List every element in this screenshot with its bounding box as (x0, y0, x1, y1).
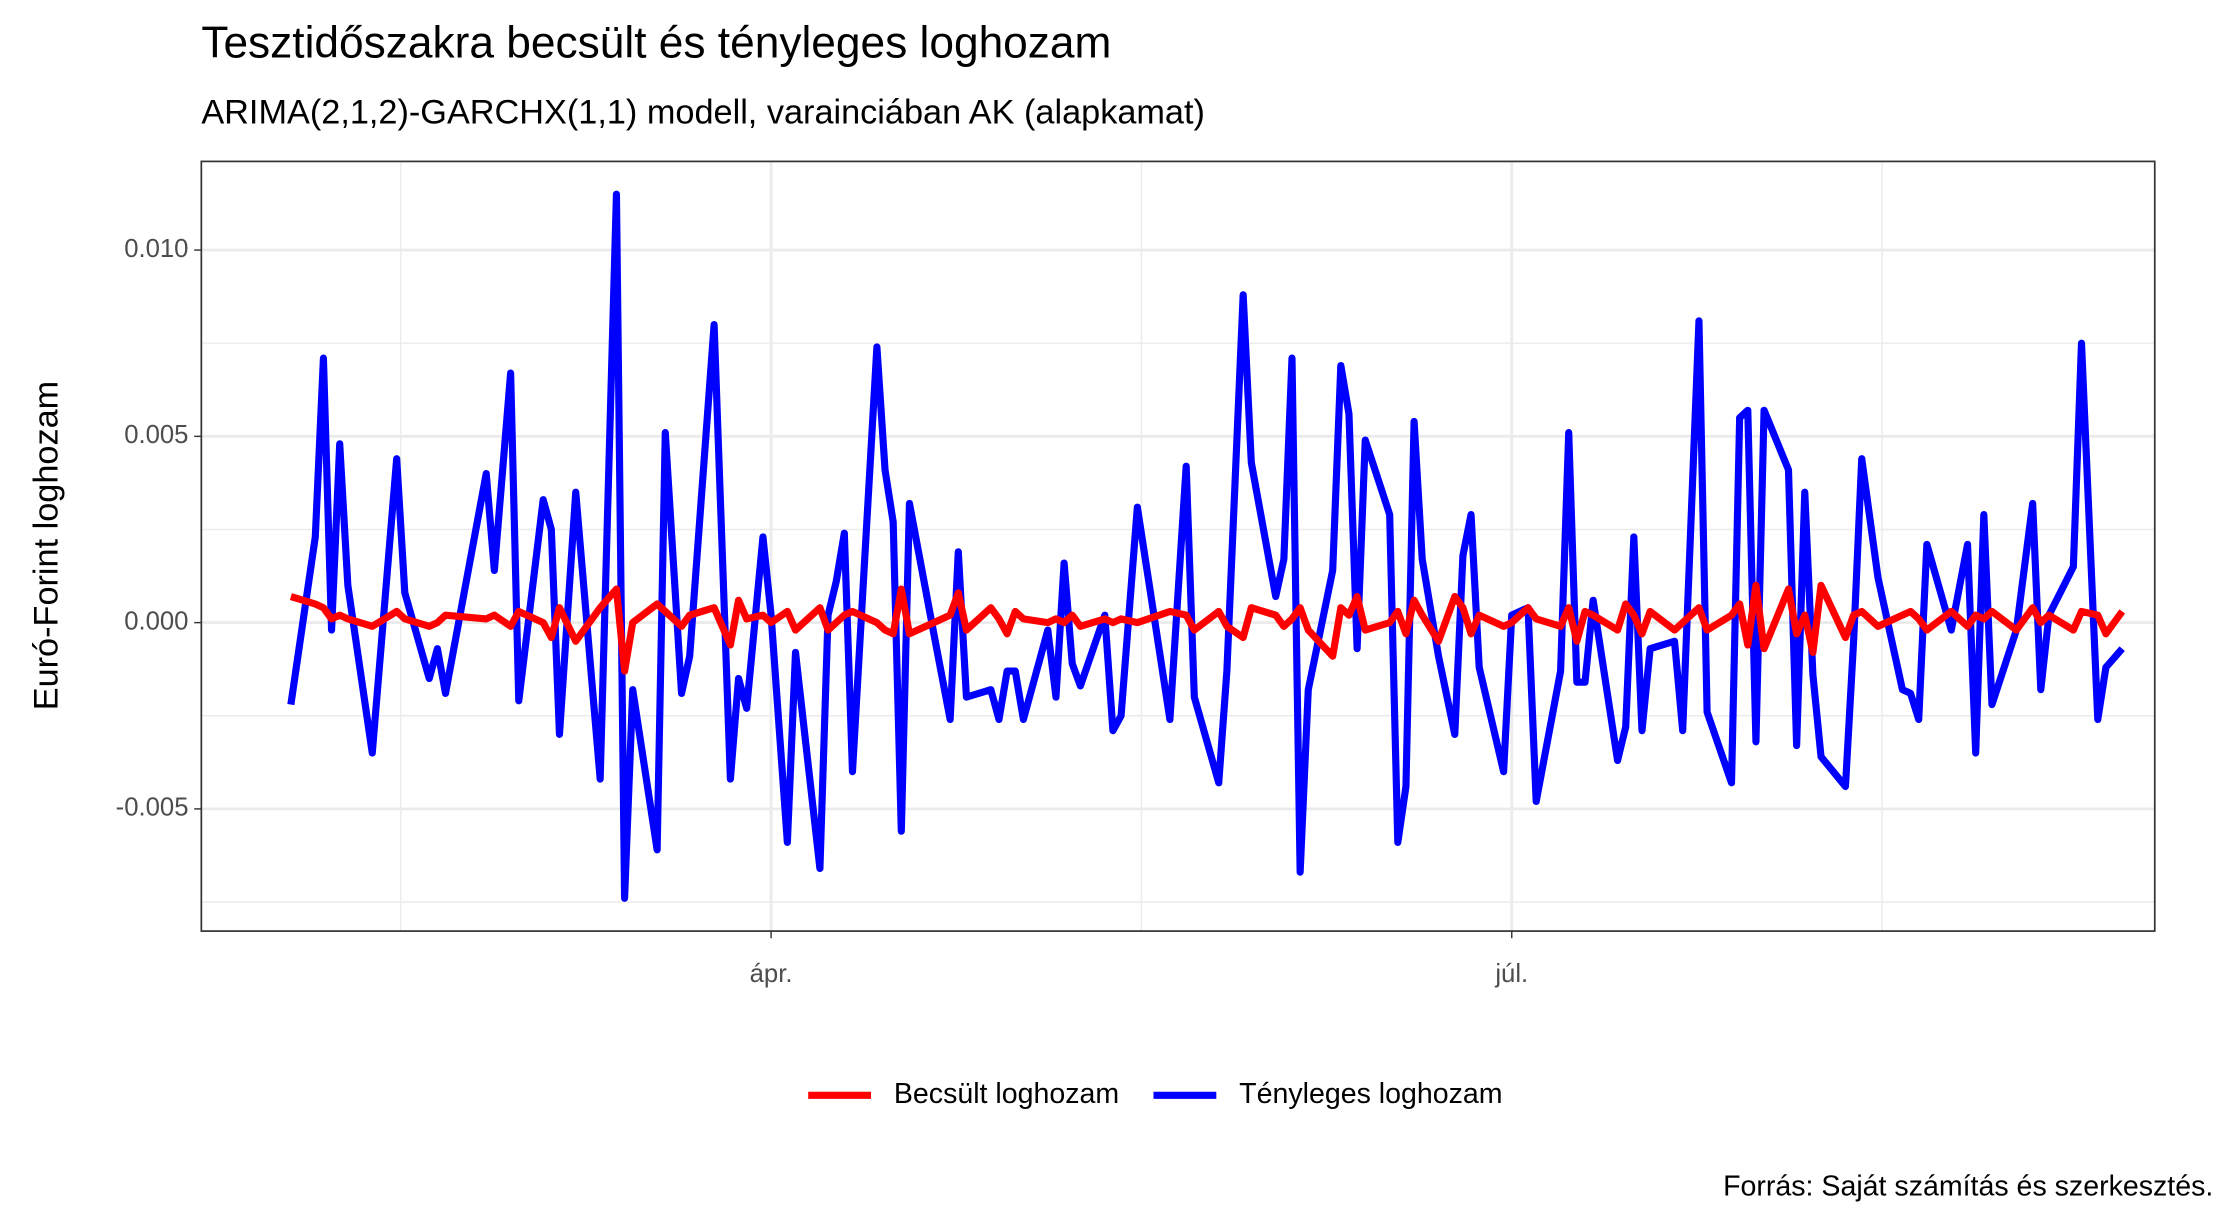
data-line (289, 581, 2126, 675)
chart-subtitle: ARIMA(2,1,2)-GARCHX(1,1) modell, varainc… (201, 93, 1205, 131)
chart-title: Tesztidőszakra becsült és tényleges logh… (201, 18, 1111, 67)
plot-border (200, 160, 2156, 932)
y-axis-title: Euró-Forint loghozam (28, 381, 66, 710)
y-tick-label: 0.000 (124, 607, 188, 635)
x-tick-label: júl. (1494, 960, 1528, 988)
y-tick-label: 0.005 (124, 421, 188, 449)
y-tick-label: -0.005 (116, 794, 189, 822)
caption: Forrás: Saját számítás és szerkesztés. (1723, 1171, 2213, 1203)
x-tick-label: ápr. (750, 960, 793, 988)
data-line (287, 190, 2125, 902)
legend-label: Becsült loghozam (894, 1078, 1119, 1110)
y-tick-label: 0.010 (124, 235, 188, 263)
legend-label: Tényleges loghozam (1239, 1078, 1502, 1110)
